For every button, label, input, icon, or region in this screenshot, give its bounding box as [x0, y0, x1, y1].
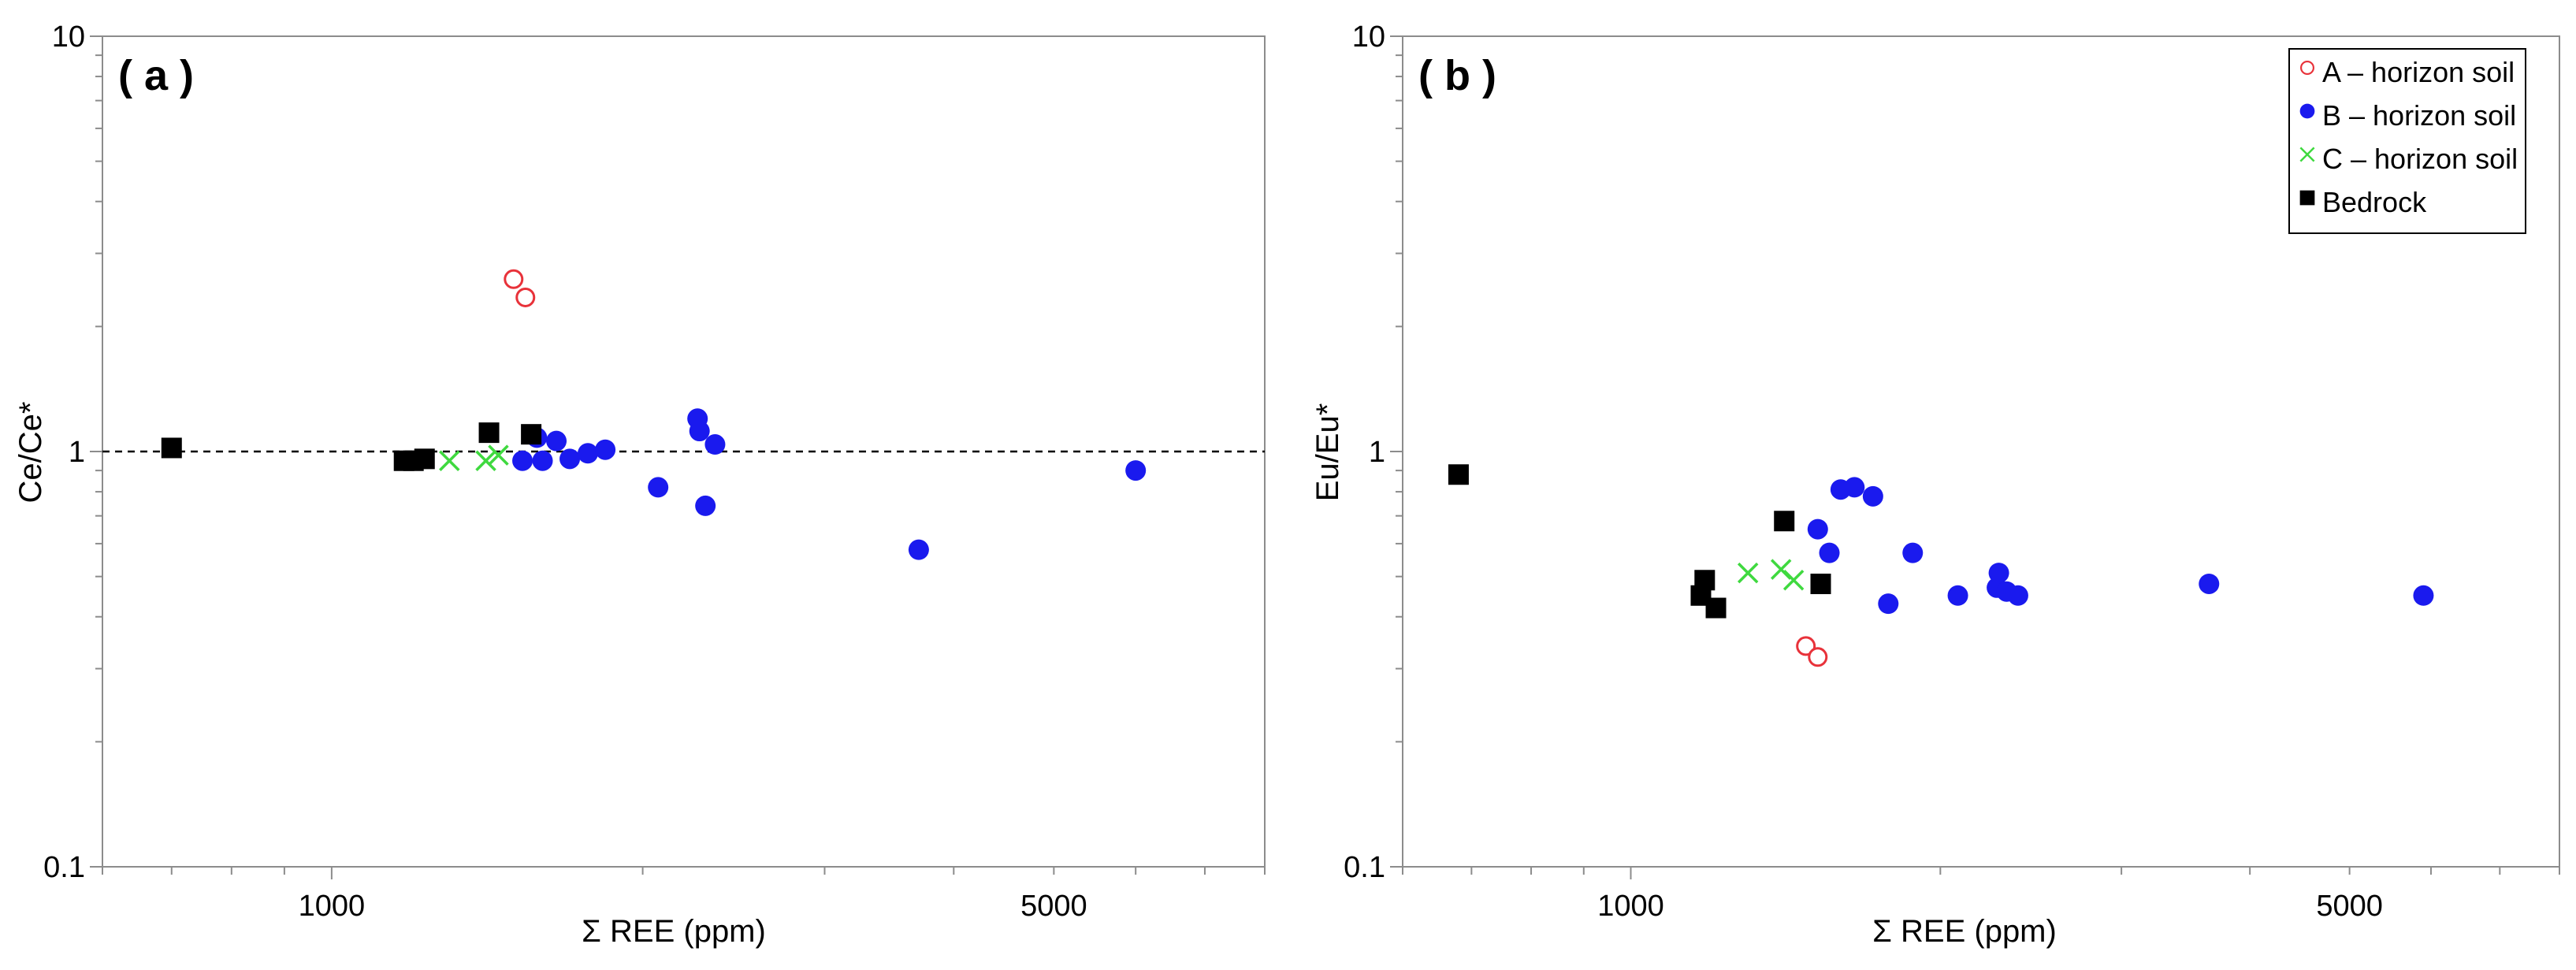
panel-a-x-tick-label: 1000 — [299, 890, 366, 923]
panel-b-point-b — [1947, 585, 1968, 606]
panel-a-label: ( a ) — [118, 52, 194, 99]
panel-b-y-tick-label: 0.1 — [1344, 851, 1385, 884]
legend-label-bedrock: Bedrock — [2322, 186, 2427, 218]
panel-a-point-b — [559, 448, 581, 470]
panel-b-series-c — [1737, 559, 1805, 591]
panel-b-point-c — [1737, 562, 1759, 584]
panel-a-point-b — [578, 443, 599, 464]
panel-a-point-c — [488, 444, 509, 466]
panel-b-point-b — [1844, 477, 1865, 498]
panel-b-x-axis-title: Σ REE (ppm) — [1872, 914, 2057, 949]
panel-a-y-tick-label: 1 — [69, 436, 85, 469]
panel-b-point-bedrock — [1694, 570, 1715, 591]
panel-b-x-tick-label: 5000 — [2316, 890, 2383, 923]
panel-a-point-bedrock — [521, 424, 542, 445]
panel-b-point-b — [1902, 542, 1924, 563]
panel-a-y-tick-label: 0.1 — [43, 851, 85, 884]
panel-b-chart: ( b ) Σ REE (ppm) Eu/Eu* 0.1 1 10 1000 5000 A… — [1310, 20, 2560, 949]
panel-b-series-bedrock — [1448, 464, 1831, 619]
panel-b-point-b — [2007, 585, 2028, 606]
panel-b-x-tick-label: 1000 — [1597, 890, 1664, 923]
legend-label-c: C – horizon soil — [2322, 143, 2518, 175]
panel-b-point-bedrock — [1448, 464, 1469, 485]
panel-a-point-a — [515, 287, 536, 307]
panel-a-point-bedrock — [414, 448, 435, 470]
panel-b-point-b — [2199, 573, 2220, 594]
panel-a-chart: ( a ) Σ REE (ppm) Ce/Ce* 0.1 1 10 1000 5000 — [13, 20, 1266, 949]
panel-b-series-b — [1807, 477, 2434, 615]
panel-b-point-bedrock — [1810, 573, 1831, 594]
panel-a-point-b — [1125, 460, 1147, 481]
panel-b-y-axis-title: Eu/Eu* — [1310, 403, 1345, 502]
panel-a-point-b — [689, 421, 710, 442]
legend: A – horizon soil B – horizon soil C – hori… — [2288, 48, 2526, 234]
legend-box — [2288, 48, 2526, 234]
panel-b-label: ( b ) — [1418, 52, 1496, 99]
panel-a-series-c — [439, 444, 509, 471]
panel-b-point-b — [1878, 593, 1899, 615]
panel-a-y-axis-title: Ce/Ce* — [13, 402, 48, 504]
panel-a-point-b — [546, 430, 567, 452]
panel-a-point-b — [695, 495, 716, 516]
panel-b-y-tick-label: 1 — [1369, 436, 1385, 469]
panel-a-series-b — [512, 408, 1147, 560]
legend-label-a: A – horizon soil — [2322, 56, 2515, 88]
legend-label-b: B – horizon soil — [2322, 99, 2516, 132]
panel-a-point-c — [439, 450, 460, 471]
panel-a-point-b — [648, 477, 669, 498]
legend-marker-a — [2300, 61, 2315, 76]
panel-a-y-tick-label: 10 — [52, 20, 85, 54]
panel-a-point-bedrock — [478, 422, 500, 444]
panel-b-point-c — [1782, 570, 1805, 591]
panel-a-point-b — [908, 539, 929, 560]
panel-b-point-bedrock — [1705, 597, 1727, 619]
panel-b-point-bedrock — [1774, 511, 1795, 532]
legend-marker-b — [2299, 103, 2315, 119]
panel-b-point-b — [1862, 485, 1883, 507]
panel-a-point-b — [595, 439, 616, 460]
panel-a-point-bedrock — [161, 437, 182, 459]
panel-b-point-a — [1808, 647, 1828, 667]
panel-b-point-b — [1807, 518, 1828, 540]
legend-marker-c — [2299, 147, 2315, 162]
panel-a-point-b — [704, 434, 726, 455]
panel-b-series-a — [1796, 636, 1828, 667]
panel-a-x-tick-label: 5000 — [1020, 890, 1087, 923]
panel-b-point-b — [1988, 563, 2009, 584]
legend-marker-bedrock — [2299, 190, 2315, 206]
panel-a-point-b — [512, 450, 533, 471]
panel-b-point-a — [1796, 636, 1816, 656]
panel-a-point-c — [475, 450, 496, 471]
panel-a-point-a — [504, 269, 524, 289]
panel-b-y-tick-label: 10 — [1352, 20, 1385, 54]
panel-a-series-bedrock — [161, 422, 542, 471]
panel-a-point-b — [532, 450, 553, 471]
panel-b-point-b — [1819, 542, 1840, 563]
panel-a-x-axis-title: Σ REE (ppm) — [582, 914, 766, 949]
panel-a-series-a — [504, 269, 536, 307]
panel-b-point-b — [2413, 585, 2434, 606]
